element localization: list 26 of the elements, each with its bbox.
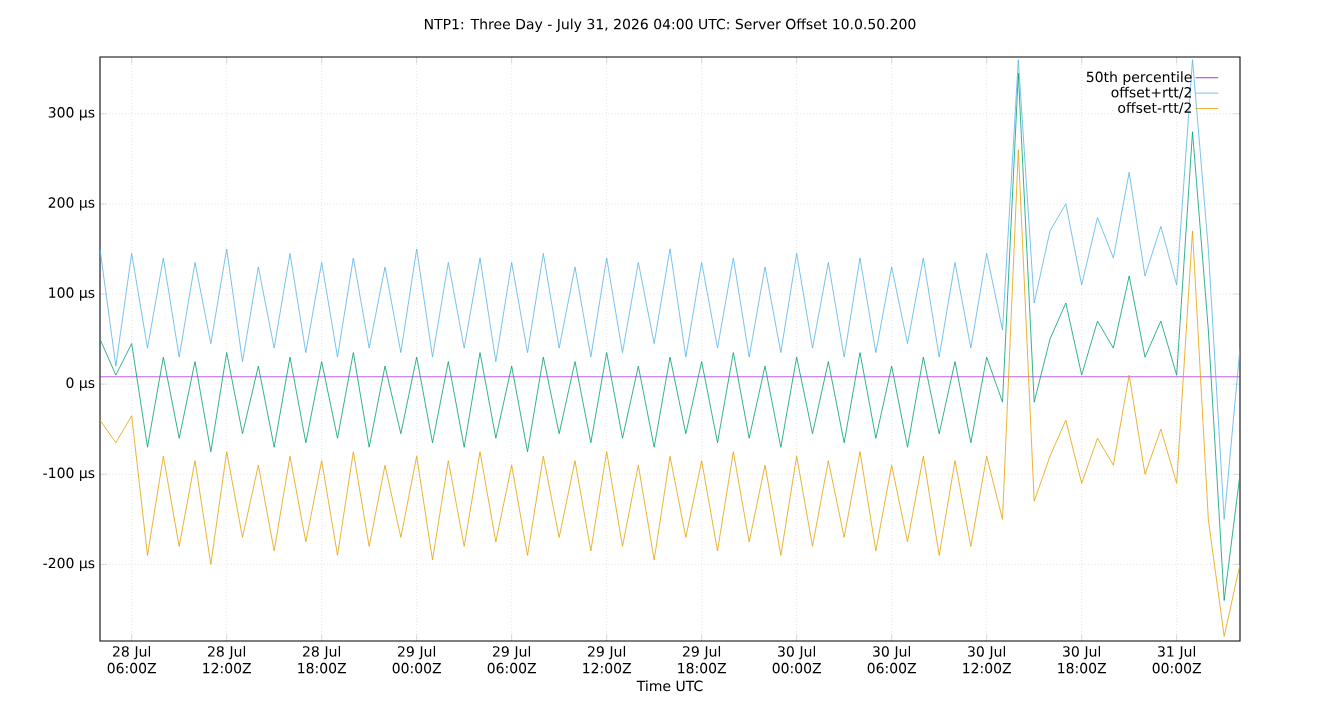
legend-label: offset+rtt/2 <box>1111 86 1191 99</box>
x-axis-title: Time UTC <box>636 680 703 692</box>
line-series <box>100 72 1240 601</box>
x-tick-label: 28 Jul 12:00Z <box>203 645 251 674</box>
legend-label: offset-rtt/2 <box>1118 102 1191 115</box>
y-tick-label: 0 µs <box>66 377 95 391</box>
x-tick-label: 30 Jul 00:00Z <box>772 645 821 674</box>
x-tick-label: 29 Jul 00:00Z <box>392 645 441 674</box>
y-tick-label: 200 µs <box>48 197 95 211</box>
x-tick-label: 28 Jul 06:00Z <box>107 645 156 674</box>
y-tick-label: -100 µs <box>43 467 95 481</box>
x-tick-label: 30 Jul 12:00Z <box>963 645 1011 674</box>
y-tick-label: 300 µs <box>48 107 95 121</box>
y-tick-label: 100 µs <box>49 287 95 301</box>
line-series <box>100 59 1240 520</box>
x-tick-label: 31 Jul 00:00Z <box>1152 645 1201 674</box>
y-tick-label: -200 µs <box>43 557 95 572</box>
x-tick-label: 28 Jul 18:00Z <box>298 645 346 674</box>
legend-label: 50th percentile <box>1086 71 1192 85</box>
x-tick-label: 29 Jul 18:00Z <box>678 645 726 674</box>
x-tick-label: 30 Jul 06:00Z <box>867 645 916 674</box>
chart-title: NTP1: Three Day - July 31, 2026 04:00 UTC: Server Offset 10.0.50.200 <box>424 18 916 33</box>
line-series <box>100 149 1240 637</box>
x-tick-label: 29 Jul 06:00Z <box>487 645 536 674</box>
x-tick-label: 29 Jul 12:00Z <box>583 645 631 674</box>
x-tick-label: 30 Jul 18:00Z <box>1058 645 1106 674</box>
